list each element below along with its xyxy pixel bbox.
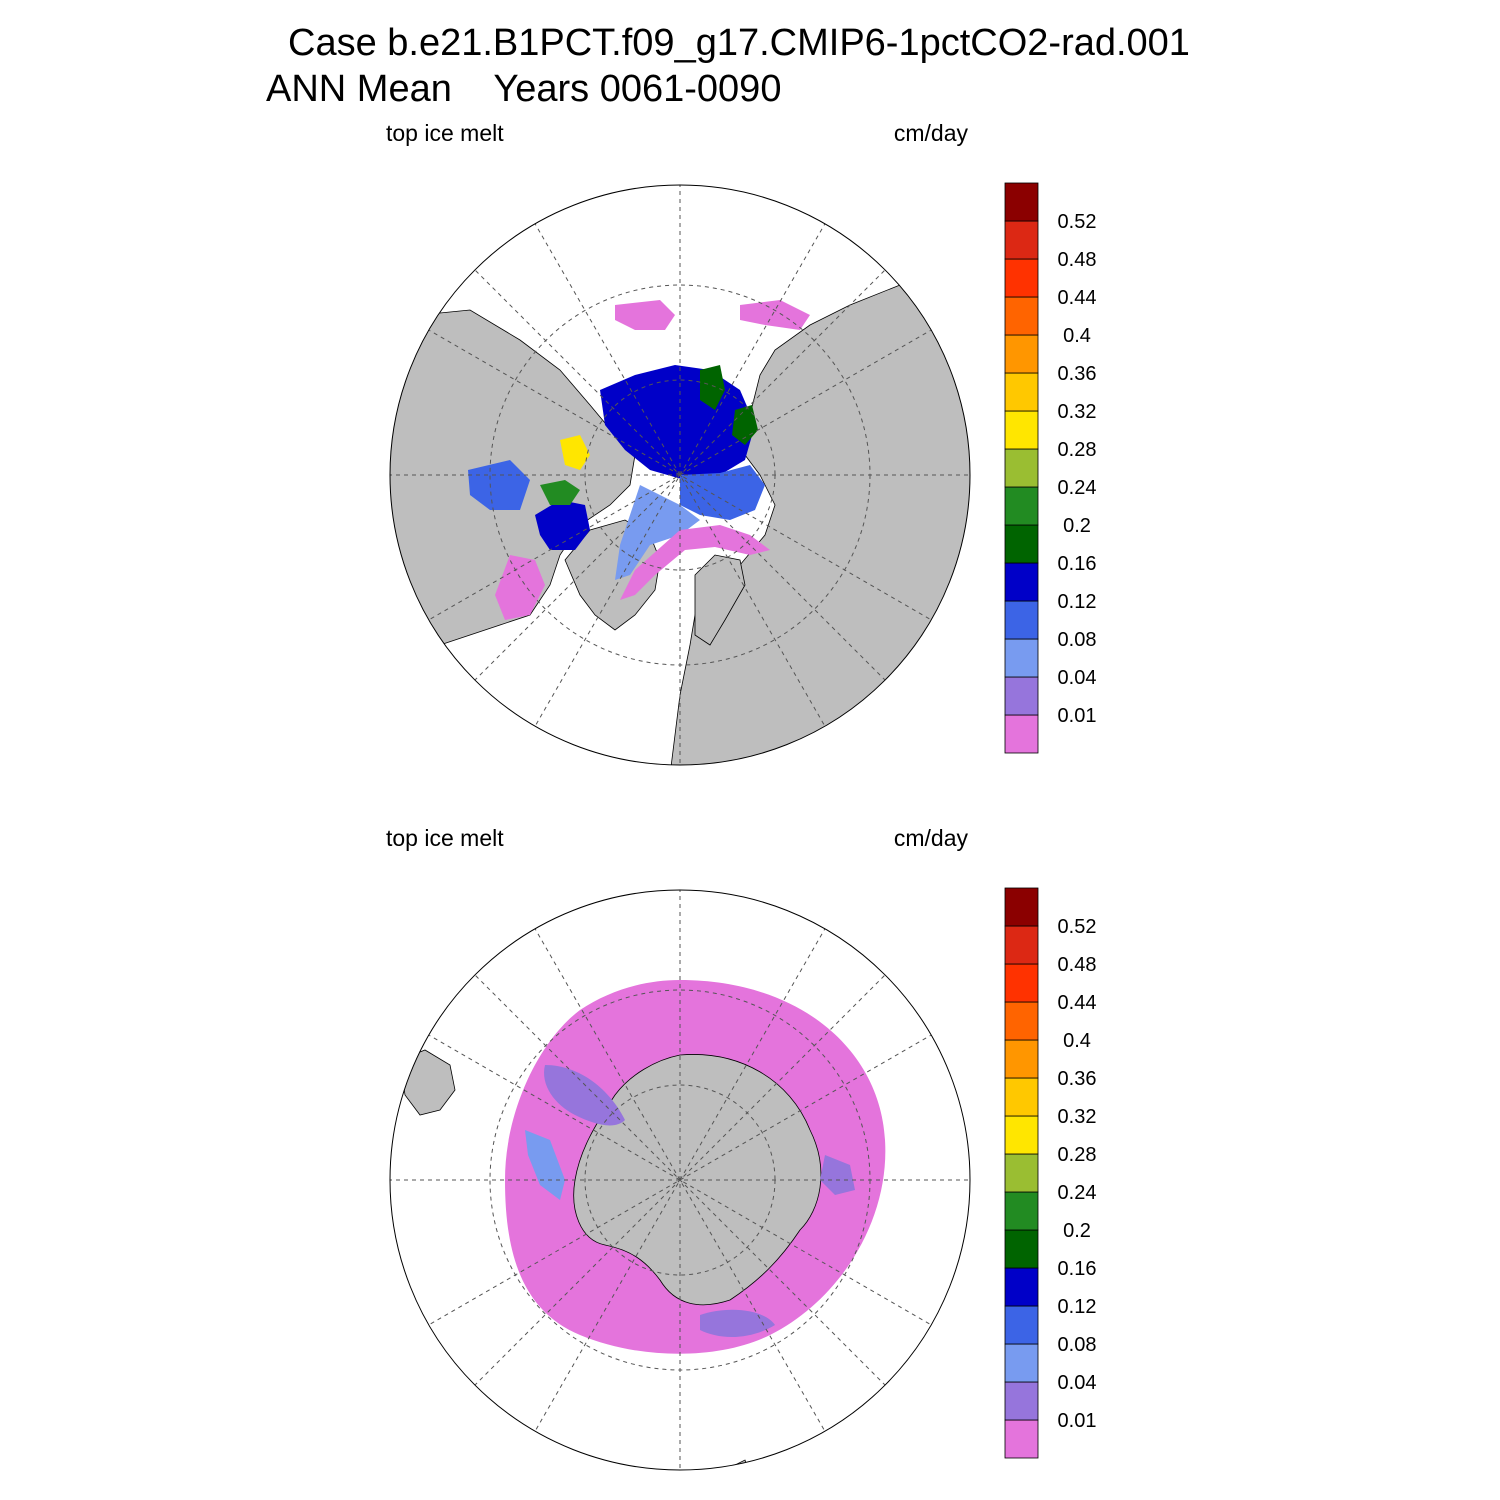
- north-colorbar-box-4: [1004, 562, 1039, 602]
- north-colorbar-box-2: [1004, 638, 1039, 678]
- north-colorbar-tick-label: 0.28: [1058, 439, 1097, 461]
- north-colorbar-box-13: [1004, 220, 1039, 260]
- south-colorbar-box-10: [1004, 1039, 1039, 1079]
- ice-laptev-green: [732, 405, 758, 445]
- north-left-label: top ice melt: [386, 120, 504, 146]
- south-colorbar-box-8: [1004, 1115, 1039, 1155]
- north-colorbar-tick-label: 0.12: [1058, 591, 1097, 613]
- ice-labrador: [495, 555, 545, 620]
- south-colorbar-tick-label: 0.08: [1058, 1334, 1097, 1356]
- south-colorbar-tick-label: 0.4: [1063, 1030, 1091, 1052]
- south-units-label: cm/day: [893, 825, 968, 851]
- north-colorbar-tick-label: 0.24: [1058, 477, 1097, 499]
- land-scandinavia: [694, 554, 746, 646]
- north-colorbar-tick-label: 0.08: [1058, 629, 1097, 651]
- south-colorbar-box-0: [1004, 1419, 1039, 1459]
- south-colorbar-tick-label: 0.32: [1058, 1106, 1097, 1128]
- north-colorbar-tick-label: 0.52: [1058, 211, 1097, 233]
- south-colorbar-tick-label: 0.52: [1058, 916, 1097, 938]
- north-colorbar-box-5: [1004, 524, 1039, 564]
- south-left-label: top ice melt: [386, 825, 504, 851]
- ice-okhotsk: [740, 300, 810, 330]
- north-polar-map: [389, 184, 971, 766]
- north-colorbar-tick-label: 0.48: [1058, 249, 1097, 271]
- ice-ross-sea: [700, 1309, 775, 1337]
- land-antarctica: [573, 1054, 822, 1306]
- south-colorbar-box-9: [1004, 1077, 1039, 1117]
- north-colorbar-tick-label: 0.2: [1063, 515, 1091, 537]
- north-colorbar-box-9: [1004, 372, 1039, 412]
- ice-barents-margin: [615, 485, 700, 580]
- north-units-label: cm/day: [893, 120, 968, 146]
- south-colorbar-box-6: [1004, 1191, 1039, 1231]
- ice-siberia-green: [700, 365, 725, 410]
- north-colorbar-box-10: [1004, 334, 1039, 374]
- south-colorbar-tick-label: 0.24: [1058, 1182, 1097, 1204]
- north-colorbar-box-1: [1004, 676, 1039, 716]
- south-colorbar-tick-label: 0.04: [1058, 1372, 1097, 1394]
- north-colorbar-box-14: [1004, 182, 1039, 222]
- south-colorbar-tick-label: 0.36: [1058, 1068, 1097, 1090]
- ice-peninsula-west: [525, 1130, 565, 1200]
- south-colorbar-box-2: [1004, 1343, 1039, 1383]
- north-colorbar-tick-label: 0.36: [1058, 363, 1097, 385]
- north-colorbar-box-0: [1004, 714, 1039, 754]
- north-colorbar: 0.01 0.04 0.08 0.12 0.16 0.2 0.24 0.28 0.32 0.36 0…: [1004, 182, 1097, 754]
- south-colorbar-tick-label: 0.01: [1058, 1410, 1097, 1432]
- figure-title-line-1: Case b.e21.B1PCT.f09_g17.CMIP6-1pctCO2-r…: [288, 22, 1190, 64]
- south-colorbar-box-5: [1004, 1229, 1039, 1269]
- land-africa-tip: [959, 1059, 970, 1111]
- south-colorbar-tick-label: 0.28: [1058, 1144, 1097, 1166]
- south-colorbar-box-11: [1004, 1001, 1039, 1041]
- north-colorbar-box-11: [1004, 296, 1039, 336]
- south-colorbar-box-7: [1004, 1153, 1039, 1193]
- south-colorbar-tick-label: 0.48: [1058, 954, 1097, 976]
- south-polar-map: [389, 889, 971, 1471]
- north-colorbar-box-7: [1004, 448, 1039, 488]
- ice-arctic-fringe: [680, 465, 765, 520]
- south-colorbar-box-3: [1004, 1305, 1039, 1345]
- north-colorbar-tick-label: 0.32: [1058, 401, 1097, 423]
- south-colorbar: 0.01 0.04 0.08 0.12 0.16 0.2 0.24 0.28 0.32 0.36 0…: [1004, 887, 1097, 1459]
- south-colorbar-box-13: [1004, 925, 1039, 965]
- north-colorbar-box-8: [1004, 410, 1039, 450]
- south-colorbar-tick-label: 0.44: [1058, 992, 1097, 1014]
- south-colorbar-tick-label: 0.16: [1058, 1258, 1097, 1280]
- south-colorbar-tick-label: 0.2: [1063, 1220, 1091, 1242]
- north-colorbar-tick-label: 0.44: [1058, 287, 1097, 309]
- ice-greenland-sea: [620, 525, 770, 600]
- ice-hudson-outer: [468, 460, 530, 510]
- ice-east-coast: [820, 1155, 855, 1195]
- south-colorbar-box-1: [1004, 1381, 1039, 1421]
- ice-bering: [615, 300, 675, 330]
- north-colorbar-tick-label: 0.16: [1058, 553, 1097, 575]
- south-colorbar-box-12: [1004, 963, 1039, 1003]
- ice-baffin-green: [540, 480, 580, 505]
- ice-caa-yellow: [560, 435, 590, 470]
- south-colorbar-box-14: [1004, 887, 1039, 927]
- south-colorbar-box-4: [1004, 1267, 1039, 1307]
- north-colorbar-box-12: [1004, 258, 1039, 298]
- north-colorbar-box-6: [1004, 486, 1039, 526]
- north-colorbar-box-3: [1004, 600, 1039, 640]
- ice-weddell-sea: [544, 1065, 625, 1126]
- north-colorbar-tick-label: 0.04: [1058, 667, 1097, 689]
- north-colorbar-tick-label: 0.01: [1058, 705, 1097, 727]
- ice-hudson-bay: [535, 500, 590, 550]
- figure-title-line-2: ANN Mean Years 0061-0090: [266, 68, 782, 110]
- north-colorbar-tick-label: 0.4: [1063, 325, 1091, 347]
- south-colorbar-tick-label: 0.12: [1058, 1296, 1097, 1318]
